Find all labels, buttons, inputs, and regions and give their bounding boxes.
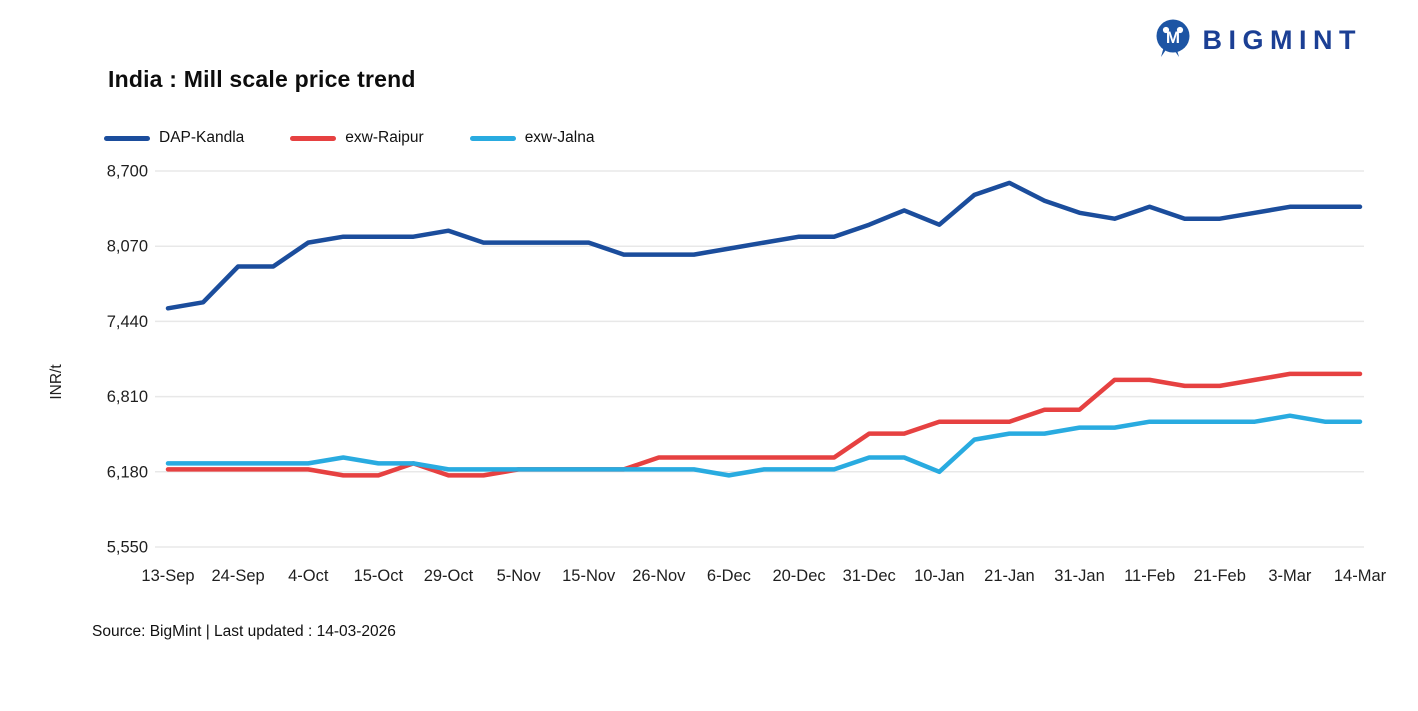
- legend-swatch-exw-jalna: [469, 135, 516, 141]
- svg-text:M: M: [1165, 28, 1179, 47]
- y-tick-label: 6,180: [107, 463, 148, 481]
- bigmint-logo: M BIGMINT: [1153, 19, 1363, 61]
- series-line-exw-raipur: [165, 371, 1363, 478]
- y-tick-label: 8,700: [107, 163, 148, 181]
- x-tick-label: 14-Mar: [1334, 567, 1387, 585]
- series-line-dap-kandla: [165, 180, 1363, 311]
- x-tick-label: 26-Nov: [632, 567, 686, 585]
- y-tick-label: 5,550: [107, 539, 148, 557]
- x-tick-label: 10-Jan: [914, 567, 964, 585]
- x-tick-label: 4-Oct: [288, 567, 329, 585]
- bigmint-logo-icon: M: [1156, 19, 1189, 57]
- legend-label-exw-jalna: exw-Jalna: [524, 129, 595, 146]
- series-line-exw-jalna: [165, 413, 1363, 478]
- chart-legend: DAP-Kandla exw-Raipur exw-Jalna: [104, 129, 594, 147]
- y-tick-label: 7,440: [107, 313, 148, 331]
- x-tick-label: 6-Dec: [707, 567, 751, 585]
- x-tick-label: 13-Sep: [141, 567, 194, 585]
- x-tick-label: 15-Oct: [354, 567, 404, 585]
- y-axis-title: INR/t: [48, 364, 65, 400]
- x-tick-label: 31-Jan: [1054, 567, 1104, 585]
- chart-title: India : Mill scale price trend: [108, 66, 416, 92]
- x-tick-label: 5-Nov: [497, 567, 542, 585]
- source-line: Source: BigMint | Last updated : 14-03-2…: [92, 623, 396, 640]
- x-tick-label: 15-Nov: [562, 567, 616, 585]
- legend-item-exw-jalna: exw-Jalna: [469, 129, 595, 147]
- bigmint-wordmark: BIGMINT: [1202, 24, 1362, 55]
- x-tick-label: 11-Feb: [1124, 567, 1175, 585]
- legend-swatch-exw-raipur: [290, 135, 337, 141]
- x-tick-label: 21-Jan: [984, 567, 1034, 585]
- x-tick-label: 24-Sep: [212, 567, 265, 585]
- legend-swatch-dap-kandla: [104, 135, 150, 141]
- x-tick-label: 20-Dec: [772, 567, 825, 585]
- legend-item-dap-kandla: DAP-Kandla: [104, 129, 244, 147]
- x-tick-label: 21-Feb: [1194, 567, 1246, 585]
- y-tick-label: 6,810: [107, 388, 148, 406]
- x-tick-label: 31-Dec: [843, 567, 896, 585]
- legend-label-exw-raipur: exw-Raipur: [345, 129, 424, 146]
- x-tick-label: 29-Oct: [424, 567, 474, 585]
- y-tick-label: 8,070: [107, 238, 148, 256]
- legend-label-dap-kandla: DAP-Kandla: [159, 129, 245, 146]
- x-tick-label: 3-Mar: [1268, 567, 1312, 585]
- legend-item-exw-raipur: exw-Raipur: [290, 129, 424, 147]
